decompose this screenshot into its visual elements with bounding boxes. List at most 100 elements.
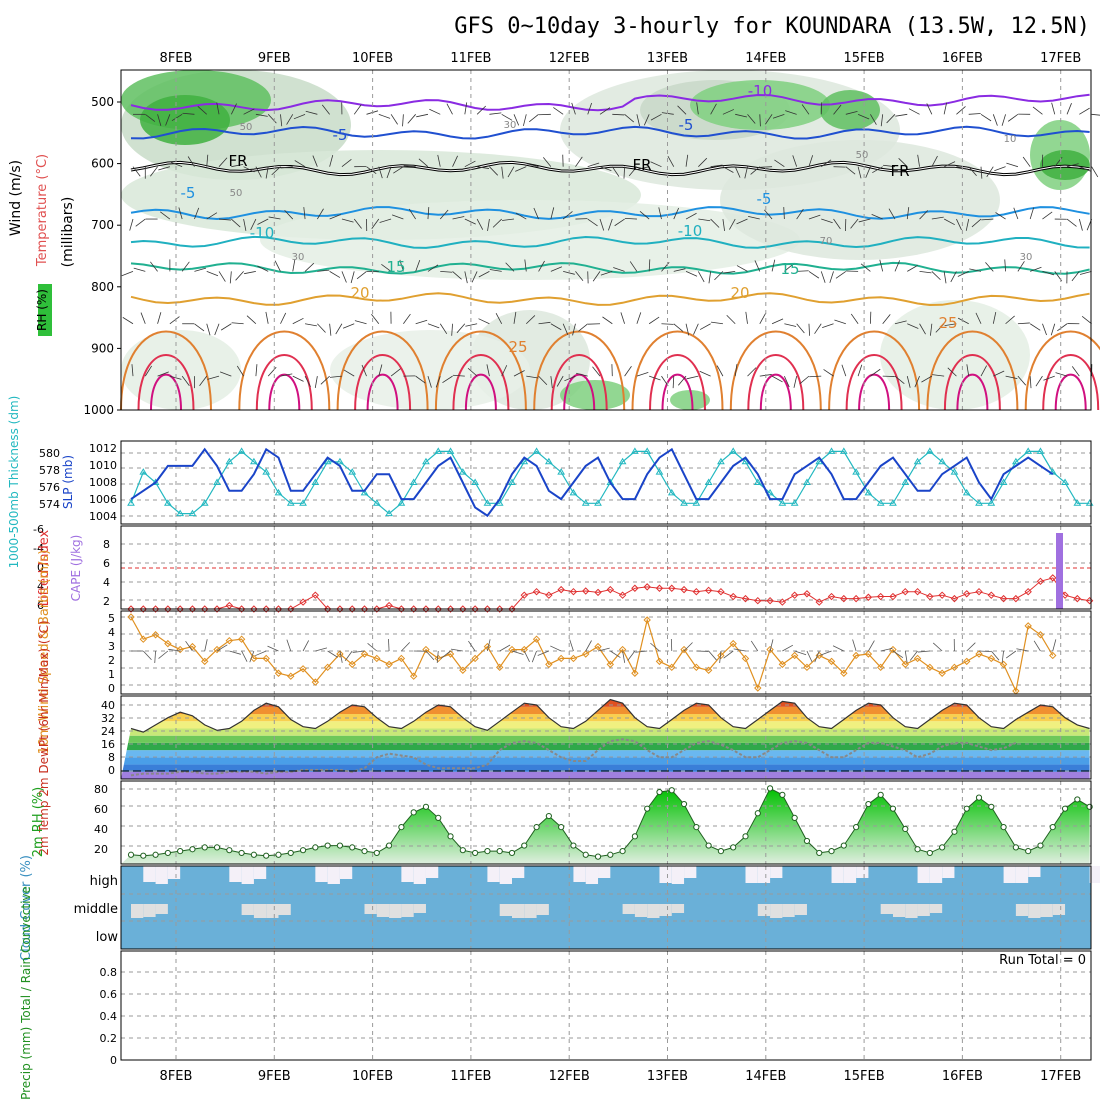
mid-cloud-gap bbox=[1016, 904, 1028, 916]
bottom-date-label: 8FEB bbox=[160, 1069, 193, 1084]
rh-contour-label: 10 bbox=[1004, 134, 1017, 145]
mid-cloud-gap bbox=[893, 904, 905, 917]
cloud-level-label: middle bbox=[74, 902, 118, 917]
rh2m-marker bbox=[964, 806, 969, 811]
top-date-label: 10FEB bbox=[352, 51, 393, 66]
wind10m-tick: 3 bbox=[108, 640, 115, 653]
rh2m-marker bbox=[411, 810, 416, 815]
top-date-label: 8FEB bbox=[160, 51, 193, 66]
pressure-level-label: 700 bbox=[91, 218, 114, 232]
rh2m-marker bbox=[780, 792, 785, 797]
top-date-label: 13FEB bbox=[647, 51, 688, 66]
rh2m-marker bbox=[1050, 825, 1055, 830]
isotherm-label: 15 bbox=[780, 260, 799, 278]
high-cloud-gap bbox=[942, 866, 954, 878]
wind10m-tick: 4 bbox=[108, 626, 115, 639]
high-cloud-gap bbox=[487, 866, 499, 882]
slp-tick: 1004 bbox=[89, 510, 117, 523]
thickness-tick: 580 bbox=[39, 447, 60, 460]
mid-cloud-gap bbox=[365, 904, 377, 914]
slp-ylabel: SLP (mb) bbox=[61, 455, 75, 509]
mid-cloud-gap bbox=[156, 904, 168, 914]
rh2m-marker bbox=[632, 834, 637, 839]
rh2m-marker bbox=[473, 850, 478, 855]
mid-cloud-gap bbox=[881, 904, 893, 914]
high-cloud-gap bbox=[254, 866, 266, 879]
rh-ylabel: RH (%) bbox=[35, 289, 49, 331]
cape-tick: 2 bbox=[103, 595, 110, 608]
rh2m-ylabel: 2m RH (%) bbox=[31, 787, 46, 858]
mid-cloud-gap bbox=[377, 904, 389, 917]
pressure-level-label: 500 bbox=[91, 95, 114, 109]
slp-tick: 1006 bbox=[89, 493, 117, 506]
wind-ylabel: Wind (m/s) bbox=[8, 160, 24, 236]
pressure-level-label: 900 bbox=[91, 341, 114, 355]
cape-tick: 4 bbox=[103, 576, 110, 589]
bottom-date-label: 11FEB bbox=[450, 1069, 491, 1084]
rh2m-marker bbox=[251, 852, 256, 857]
isotherm-label: FR bbox=[228, 152, 247, 170]
rh2m-marker bbox=[190, 847, 195, 852]
wind10m-tick: 0 bbox=[108, 682, 115, 695]
rh2m-marker bbox=[743, 834, 748, 839]
high-cloud-gap bbox=[573, 866, 585, 882]
temp-band bbox=[121, 750, 1091, 757]
mid-cloud-gap bbox=[635, 904, 647, 917]
mid-cloud-gap bbox=[537, 904, 549, 915]
rh2m-marker bbox=[214, 845, 219, 850]
rh2m-tick: 60 bbox=[94, 803, 108, 816]
rh2m-marker bbox=[694, 825, 699, 830]
rh2m-marker bbox=[362, 848, 367, 853]
rh2m-marker bbox=[681, 801, 686, 806]
top-date-label: 15FEB bbox=[844, 51, 885, 66]
rh2m-marker bbox=[915, 847, 920, 852]
cape-tick: 8 bbox=[103, 538, 110, 551]
high-cloud-gap bbox=[746, 866, 758, 883]
temp2m-tick: 32 bbox=[101, 712, 115, 725]
rh2m-marker bbox=[927, 850, 932, 855]
rh2m-marker bbox=[165, 850, 170, 855]
pressure-level-label: 800 bbox=[91, 280, 114, 294]
rh2m-marker bbox=[841, 843, 846, 848]
rh2m-marker bbox=[1075, 797, 1080, 802]
high-cloud-gap bbox=[684, 866, 696, 878]
bottom-date-label: 15FEB bbox=[844, 1069, 885, 1084]
high-cloud-gap bbox=[770, 866, 782, 878]
rh2m-marker bbox=[153, 852, 158, 857]
precip-tick: 0.6 bbox=[100, 988, 118, 1001]
rh2m-marker bbox=[755, 811, 760, 816]
rh2m-marker bbox=[534, 825, 539, 830]
rh2m-marker bbox=[731, 845, 736, 850]
rh2m-marker bbox=[804, 838, 809, 843]
rh2m-marker bbox=[141, 853, 146, 858]
high-cloud-gap bbox=[401, 866, 413, 882]
rh2m-marker bbox=[890, 806, 895, 811]
high-cloud-gap bbox=[1028, 866, 1040, 877]
mid-cloud-gap bbox=[389, 904, 401, 918]
temp2m-tick: 40 bbox=[101, 699, 115, 712]
rh2m-marker bbox=[460, 848, 465, 853]
high-cloud-gap bbox=[143, 866, 155, 882]
rh2m-marker bbox=[509, 850, 514, 855]
rh2m-marker bbox=[350, 845, 355, 850]
bottom-date-label: 12FEB bbox=[549, 1069, 590, 1084]
cape-tick: 6 bbox=[103, 557, 110, 570]
precip-ylabel: 3hr Precip (mm) Total / Rain Convective bbox=[19, 886, 33, 1100]
cape-bar bbox=[1056, 533, 1063, 609]
mid-cloud-gap bbox=[266, 904, 278, 918]
rh2m-marker bbox=[1026, 848, 1031, 853]
rh-shade-region bbox=[820, 90, 880, 130]
rh2m-marker bbox=[559, 825, 564, 830]
mid-cloud-gap bbox=[278, 904, 290, 915]
rh2m-marker bbox=[792, 815, 797, 820]
high-cloud-gap bbox=[315, 866, 327, 882]
isotherm-label: -10 bbox=[748, 82, 773, 100]
mid-cloud-gap bbox=[782, 904, 794, 917]
mid-cloud-gap bbox=[930, 904, 942, 913]
isotherm-label: FR bbox=[632, 156, 651, 174]
top-date-label: 14FEB bbox=[745, 51, 786, 66]
rh2m-marker bbox=[829, 848, 834, 853]
high-cloud-gap bbox=[168, 866, 180, 879]
high-cloud-gap bbox=[156, 866, 168, 884]
